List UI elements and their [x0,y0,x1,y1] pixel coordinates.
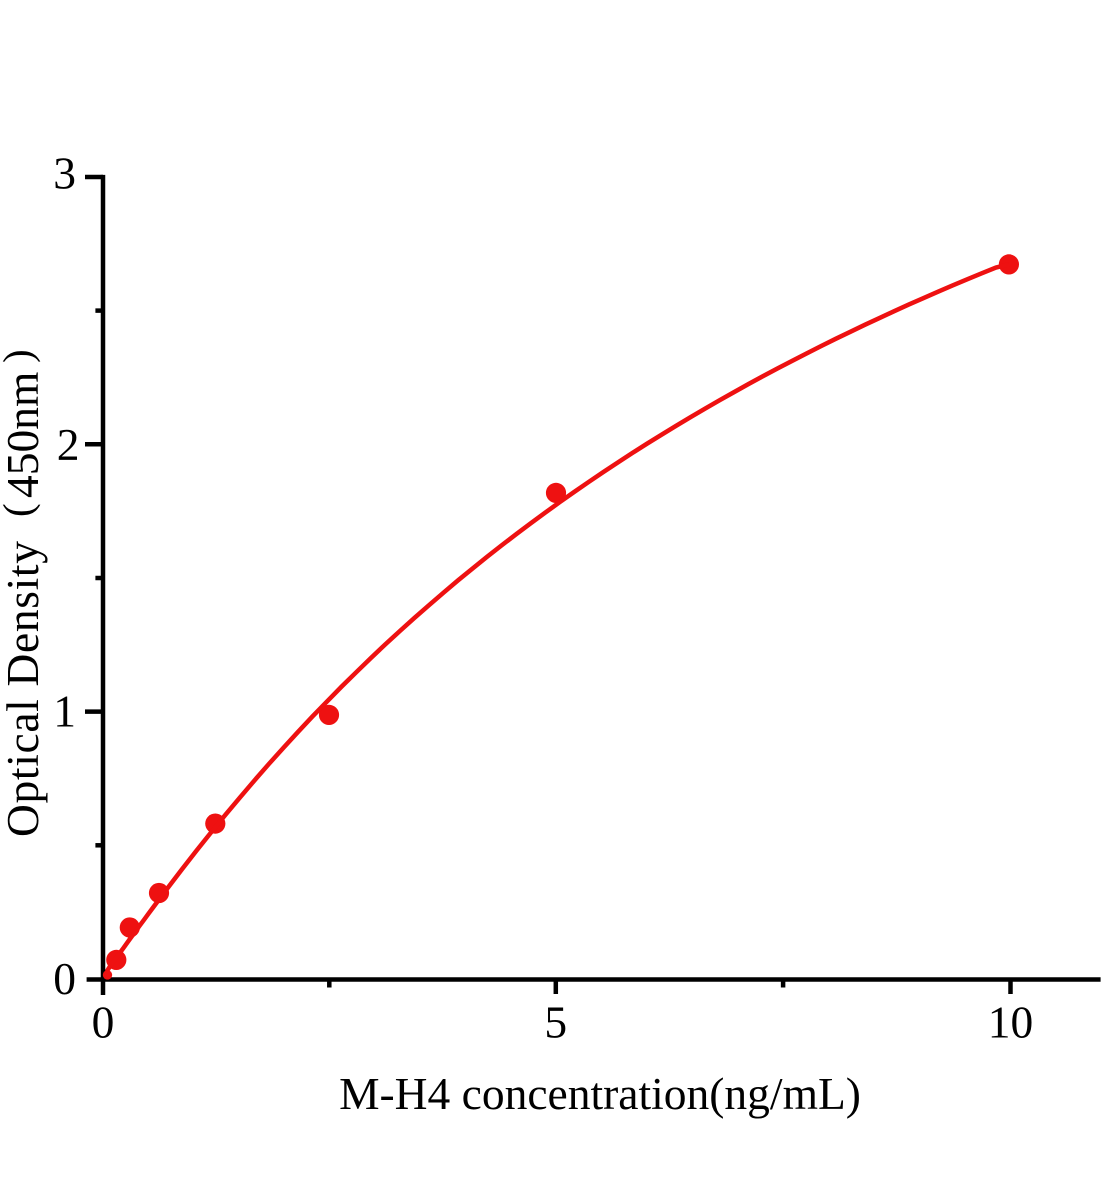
svg-text:450nm: 450nm [0,372,48,498]
svg-text:M-H4 concentration(ng/mL): M-H4 concentration(ng/mL) [339,1068,861,1119]
svg-text:(: ( [0,503,41,517]
svg-text:0: 0 [92,997,115,1048]
svg-text:): ) [0,349,41,363]
svg-text:10: 10 [988,997,1034,1048]
svg-text:2: 2 [57,419,80,470]
svg-text:1: 1 [53,686,76,737]
svg-text:5: 5 [544,997,567,1048]
svg-text:Optical Density: Optical Density [0,540,48,837]
svg-text:3: 3 [53,148,76,199]
svg-text:0: 0 [53,953,76,1004]
